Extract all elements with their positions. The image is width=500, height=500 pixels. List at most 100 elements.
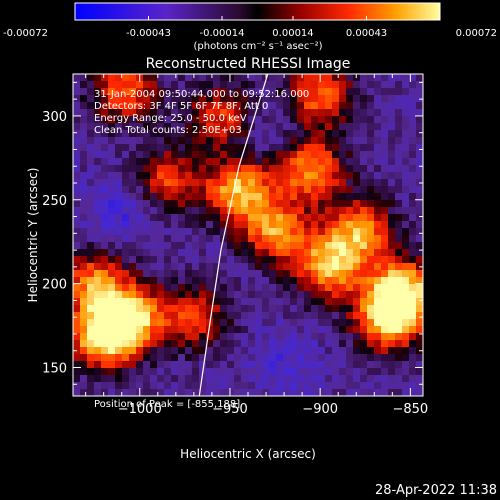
heatmap-cell: [80, 277, 88, 285]
heatmap-cell: [213, 221, 221, 229]
heatmap-cell: [87, 368, 95, 376]
heatmap-cell: [136, 242, 144, 250]
heatmap-cell: [80, 249, 88, 257]
heatmap-cell: [283, 277, 291, 285]
heatmap-cell: [409, 375, 417, 383]
heatmap-cell: [332, 214, 340, 222]
heatmap-cell: [388, 242, 396, 250]
heatmap-cell: [101, 291, 109, 299]
heatmap-cell: [129, 81, 137, 89]
heatmap-cell: [192, 116, 200, 124]
heatmap-cell: [402, 207, 410, 215]
heatmap-cell: [360, 340, 368, 348]
heatmap-cell: [206, 256, 214, 264]
heatmap-cell: [122, 298, 130, 306]
heatmap-cell: [150, 151, 158, 159]
heatmap-cell: [262, 123, 270, 131]
heatmap-cell: [136, 361, 144, 369]
heatmap-cell: [178, 179, 186, 187]
heatmap-cell: [374, 116, 382, 124]
x-tick-label: −950: [212, 402, 248, 417]
heatmap-cell: [276, 368, 284, 376]
heatmap-cell: [108, 382, 116, 390]
heatmap-cell: [122, 242, 130, 250]
heatmap-cell: [283, 347, 291, 355]
heatmap-cell: [262, 340, 270, 348]
heatmap-cell: [136, 375, 144, 383]
heatmap-cell: [318, 249, 326, 257]
heatmap-cell: [171, 235, 179, 243]
heatmap-cell: [108, 347, 116, 355]
heatmap-cell: [143, 312, 151, 320]
heatmap-cell: [374, 130, 382, 138]
heatmap-cell: [73, 277, 81, 285]
heatmap-cell: [276, 74, 284, 82]
heatmap-cell: [388, 165, 396, 173]
heatmap-cell: [332, 88, 340, 96]
heatmap-cell: [332, 263, 340, 271]
heatmap-cell: [185, 277, 193, 285]
heatmap-cell: [283, 144, 291, 152]
heatmap-cell: [157, 235, 165, 243]
heatmap-cell: [360, 165, 368, 173]
heatmap-cell: [87, 361, 95, 369]
heatmap-cell: [248, 130, 256, 138]
heatmap-cell: [87, 186, 95, 194]
heatmap-cell: [241, 172, 249, 180]
heatmap-cell: [206, 242, 214, 250]
heatmap-cell: [220, 354, 228, 362]
heatmap-cell: [318, 368, 326, 376]
heatmap-cell: [94, 102, 102, 110]
heatmap-cell: [206, 221, 214, 229]
heatmap-cell: [199, 291, 207, 299]
heatmap-cell: [87, 151, 95, 159]
heatmap-cell: [220, 214, 228, 222]
heatmap-cell: [311, 347, 319, 355]
heatmap-cell: [122, 319, 130, 327]
heatmap-cell: [241, 389, 249, 396]
heatmap-cell: [269, 312, 277, 320]
heatmap-cell: [220, 340, 228, 348]
heatmap-cell: [416, 382, 423, 390]
heatmap-cell: [213, 74, 221, 82]
heatmap-cell: [402, 74, 410, 82]
heatmap-cell: [290, 172, 298, 180]
heatmap-cell: [178, 144, 186, 152]
heatmap-cell: [178, 389, 186, 396]
heatmap-cell: [108, 298, 116, 306]
heatmap-cell: [339, 277, 347, 285]
heatmap-cell: [87, 221, 95, 229]
heatmap-cell: [262, 382, 270, 390]
heatmap-cell: [367, 109, 375, 117]
heatmap-cell: [136, 333, 144, 341]
heatmap-cell: [171, 214, 179, 222]
heatmap-cell: [192, 319, 200, 327]
heatmap-cell: [213, 81, 221, 89]
y-axis-label: Heliocentric Y (arcsec): [26, 168, 40, 303]
heatmap-cell: [318, 333, 326, 341]
heatmap-cell: [220, 207, 228, 215]
heatmap-cell: [108, 81, 116, 89]
heatmap-cell: [171, 123, 179, 131]
heatmap-cell: [332, 116, 340, 124]
heatmap-cell: [80, 256, 88, 264]
heatmap-cell: [101, 298, 109, 306]
colorbar-unit-label: (photons cm⁻² s⁻¹ asec⁻²): [193, 41, 322, 52]
heatmap-cell: [353, 179, 361, 187]
heatmap-cell: [115, 102, 123, 110]
heatmap-cell: [185, 81, 193, 89]
heatmap-cell: [115, 263, 123, 271]
heatmap-cell: [115, 319, 123, 327]
heatmap-cell: [416, 207, 423, 215]
heatmap-cell: [178, 375, 186, 383]
heatmap-cell: [94, 256, 102, 264]
heatmap-cell: [157, 242, 165, 250]
heatmap-cell: [353, 158, 361, 166]
heatmap-cell: [416, 333, 423, 341]
heatmap-cell: [353, 165, 361, 173]
heatmap-cell: [297, 179, 305, 187]
heatmap-cell: [185, 389, 193, 396]
heatmap-cell: [325, 340, 333, 348]
heatmap-cell: [129, 256, 137, 264]
heatmap-cell: [297, 151, 305, 159]
